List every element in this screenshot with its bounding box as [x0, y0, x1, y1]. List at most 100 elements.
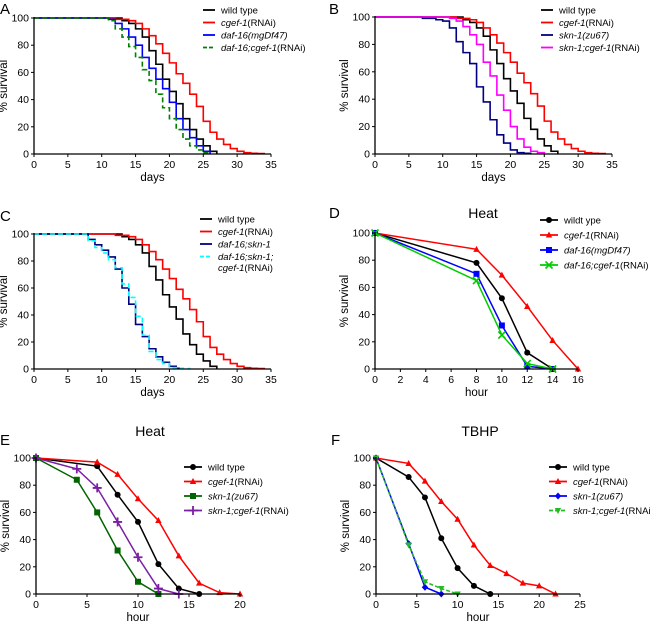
legend-label: skn-1;cgef-1(RNAi) — [573, 506, 650, 517]
legend-item: daf-16;skn-1;cgef-1(RNAi) — [200, 252, 274, 274]
data-point — [503, 570, 510, 577]
data-point — [421, 494, 428, 501]
legend-item: cgef-1(RNAi) — [184, 477, 263, 488]
data-point — [72, 464, 82, 474]
data-point — [155, 561, 162, 568]
panel-c: C 0 5 10 15 20 25 30 35 0 20 40 60 80 100 days % surviva… — [0, 208, 277, 399]
x-tick-label: 10 — [132, 599, 144, 611]
series-line — [375, 16, 559, 154]
series-1 — [375, 16, 607, 155]
x-tick-label: 5 — [65, 159, 71, 171]
y-axis-label: % survival — [0, 275, 10, 327]
series-3 — [34, 17, 211, 154]
y-tick-label: 0 — [23, 149, 29, 161]
legend-label: wild type — [220, 6, 258, 17]
y-tick-label: 40 — [359, 534, 371, 546]
data-point — [473, 270, 480, 277]
series-0 — [373, 455, 494, 597]
legend: wildt ype cgef-1(RNAi) daf-16(mgDf47) daf-1… — [540, 216, 648, 272]
data-point — [536, 582, 543, 589]
legend-marker — [188, 506, 198, 515]
data-point — [73, 476, 80, 483]
legend-marker — [554, 478, 562, 484]
data-point — [549, 336, 556, 343]
data-point — [473, 245, 480, 252]
x-tick-label: 25 — [197, 159, 209, 171]
panel-b: B 0 5 10 15 20 25 30 35 0 20 40 60 80 100 days % surviva… — [329, 1, 640, 184]
legend-item: cgef-1(RNAi) — [203, 18, 276, 29]
series-line — [375, 457, 491, 595]
x-tick-label: 8 — [474, 374, 480, 386]
legend-item: daf-16(mgDf47) — [203, 31, 288, 42]
legend-label: cgef-1(RNAi) — [559, 18, 614, 29]
y-tick-label: 60 — [17, 283, 29, 295]
y-tick-label: 0 — [364, 149, 370, 161]
x-tick-label: 15 — [493, 599, 505, 611]
panel-letter: C — [0, 208, 11, 225]
series-line — [34, 17, 211, 154]
x-tick-label: 10 — [496, 374, 508, 386]
legend-label: daf-16(mgDf47) — [221, 31, 288, 42]
series-2 — [34, 17, 211, 154]
panel-f: F TBHP 0 5 10 15 20 25 0 20 40 60 80 100 hour % surviva… — [331, 423, 650, 624]
x-tick-label: 2 — [397, 374, 403, 386]
x-tick-label: 35 — [265, 374, 277, 386]
series-line — [35, 457, 159, 595]
x-axis-label: days — [140, 387, 165, 399]
series-line — [375, 16, 532, 155]
legend: wild typecgef-1(RNAi)skn-1(zu67)skn-1;cg… — [541, 6, 640, 54]
y-tick-label: 80 — [17, 40, 29, 52]
panel-e: E Heat 0 5 10 15 20 0 20 40 60 80 100 hour % survival w… — [0, 423, 289, 624]
legend: wild typecgef-1(RNAi)daf-16;skn-1daf-16;… — [200, 215, 274, 274]
series-line — [34, 17, 266, 155]
legend-item: wildt ype — [540, 216, 601, 227]
x-tick-label: 5 — [65, 374, 71, 386]
x-tick-label: 5 — [406, 159, 412, 171]
x-tick-label: 6 — [448, 374, 454, 386]
legend-label: skn-1(zu67) — [559, 31, 609, 42]
x-tick-label: 14 — [547, 374, 559, 386]
data-point — [135, 518, 141, 525]
series-2 — [375, 16, 532, 155]
x-tick-label: 30 — [231, 374, 243, 386]
data-point — [114, 470, 121, 477]
panel-d: D Heat 0 2 4 6 8 10 12 14 16 0 20 40 60 80 100 hour % surv… — [329, 205, 648, 399]
panel-letter: D — [329, 205, 340, 222]
legend-item: daf-16;cgef-1(RNAi) — [203, 43, 305, 54]
data-point — [473, 259, 480, 266]
y-tick-label: 20 — [358, 336, 370, 348]
legend-marker — [190, 464, 196, 470]
y-tick-label: 80 — [19, 480, 31, 492]
x-tick-label: 20 — [234, 599, 246, 611]
data-point — [497, 330, 506, 340]
data-point — [498, 295, 505, 302]
series-line — [35, 457, 179, 595]
data-point — [113, 517, 123, 527]
y-tick-label: 0 — [23, 364, 29, 376]
x-tick-label: 20 — [164, 159, 176, 171]
legend: wild typecgef-1(RNAi)skn-1(zu67)skn-1;cg… — [184, 463, 289, 517]
y-tick-label: 100 — [11, 13, 29, 25]
legend-item: skn-1;cgef-1(RNAi) — [541, 43, 640, 54]
data-point — [94, 509, 101, 516]
data-point — [523, 359, 532, 368]
legend-label: cgef-1(RNAi) — [573, 477, 628, 488]
data-point — [94, 463, 101, 470]
x-tick-label: 15 — [130, 159, 142, 171]
data-point — [175, 585, 182, 592]
y-tick-label: 60 — [358, 66, 370, 78]
legend-label: cgef-1(RNAi) — [208, 477, 263, 488]
legend-label: daf-16;skn-1 — [218, 240, 271, 251]
legend-item: daf-16(mgDf47) — [540, 246, 631, 257]
legend-marker — [190, 493, 196, 499]
legend-label: daf-16(mgDf47) — [564, 246, 631, 257]
y-tick-label: 20 — [358, 121, 370, 133]
data-point — [498, 322, 505, 329]
y-tick-label: 80 — [358, 39, 370, 51]
x-tick-label: 15 — [183, 599, 195, 611]
series-line — [375, 457, 458, 595]
data-point — [92, 483, 102, 493]
data-point — [524, 302, 531, 309]
y-tick-label: 100 — [11, 229, 29, 241]
